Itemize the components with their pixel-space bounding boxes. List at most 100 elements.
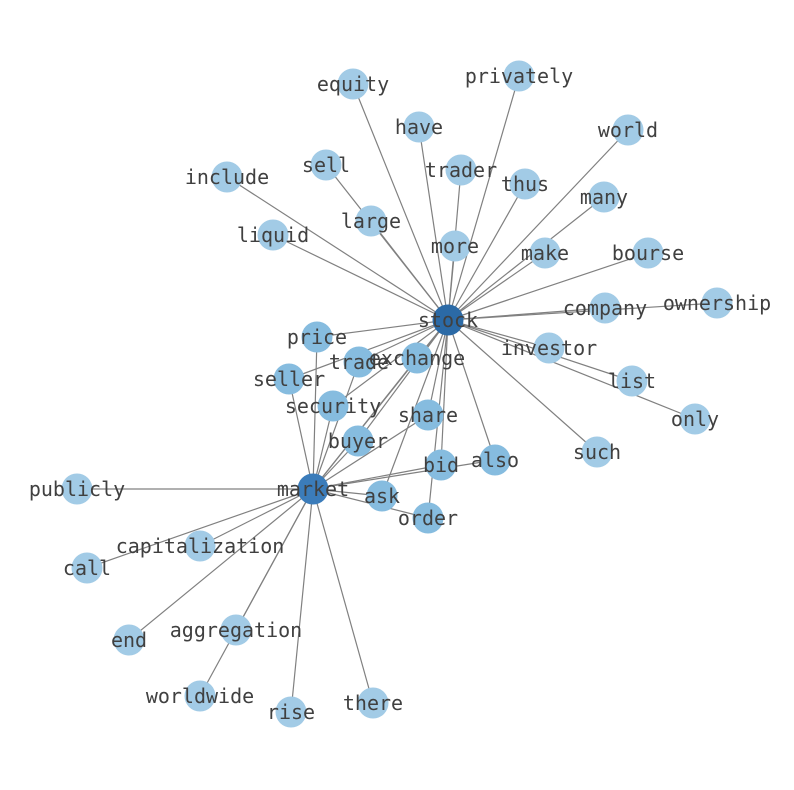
node-label-investor: investor xyxy=(501,336,597,360)
node-label-ask: ask xyxy=(364,484,400,508)
node-label-privately: privately xyxy=(465,64,573,88)
node-world xyxy=(612,114,644,146)
node-label-publicly: publicly xyxy=(29,477,125,501)
edge-market-call xyxy=(86,488,314,569)
edge-stock-liquid xyxy=(272,234,449,321)
node-label-worldwide: worldwide xyxy=(146,684,254,708)
edge-stock-include xyxy=(226,176,449,321)
edge-stock-security xyxy=(332,319,449,407)
node-more xyxy=(439,230,471,262)
edge-market-rise xyxy=(290,488,314,713)
edge-stock-only xyxy=(447,319,696,420)
edges xyxy=(77,75,718,713)
node-label-list: list xyxy=(608,369,656,393)
node-label-many: many xyxy=(580,185,628,209)
node-stock xyxy=(432,304,464,336)
node-label-make: make xyxy=(521,241,569,265)
edge-stock-bid xyxy=(440,319,449,466)
edge-stock-bourse xyxy=(447,252,649,321)
node-trade xyxy=(343,346,375,378)
node-company xyxy=(589,292,621,324)
node-label-liquid: liquid xyxy=(237,223,309,247)
node-label-exchange: exchange xyxy=(369,346,465,370)
node-privately xyxy=(503,60,535,92)
node-investor xyxy=(533,332,565,364)
node-label-capitalization: capitalization xyxy=(116,534,285,558)
node-label-include: include xyxy=(185,165,269,189)
edge-market-worldwide xyxy=(199,488,314,697)
node-make xyxy=(529,237,561,269)
node-call xyxy=(71,552,103,584)
node-market xyxy=(297,473,329,505)
edge-stock-world xyxy=(447,129,629,321)
edge-stock-trade xyxy=(358,319,449,363)
node-label-trade: trade xyxy=(329,350,389,374)
node-large xyxy=(355,205,387,237)
labels: stock market equity privately have world sell t… xyxy=(29,64,771,724)
edge-stock-price xyxy=(316,319,449,338)
node-end xyxy=(113,624,145,656)
node-thus xyxy=(509,168,541,200)
node-label-buyer: buyer xyxy=(328,429,388,453)
node-only xyxy=(679,403,711,435)
edge-market-seller xyxy=(288,378,314,490)
node-label-have: have xyxy=(395,115,443,139)
node-rise xyxy=(275,696,307,728)
node-trader xyxy=(445,154,477,186)
node-label-security: security xyxy=(285,394,381,418)
edge-market-price xyxy=(312,336,318,490)
edge-stock-thus xyxy=(447,183,526,321)
node-label-such: such xyxy=(573,440,621,464)
node-list xyxy=(616,365,648,397)
edge-stock-ownership xyxy=(447,302,718,321)
node-label-there: there xyxy=(343,691,403,715)
node-include xyxy=(211,161,243,193)
edge-market-share xyxy=(312,414,429,490)
node-label-more: more xyxy=(431,234,479,258)
edge-stock-equity xyxy=(352,83,449,321)
node-equity xyxy=(337,68,369,100)
node-worldwide xyxy=(184,680,216,712)
node-label-thus: thus xyxy=(501,172,549,196)
node-label-also: also xyxy=(471,448,519,472)
node-bid xyxy=(425,449,457,481)
edge-stock-such xyxy=(447,319,598,453)
node-label-only: only xyxy=(671,407,719,431)
node-price xyxy=(301,321,333,353)
node-capitalization xyxy=(184,530,216,562)
edge-market-also xyxy=(312,459,496,490)
node-also xyxy=(479,444,511,476)
edge-stock-also xyxy=(447,319,496,461)
node-label-seller: seller xyxy=(253,367,325,391)
node-label-market: market xyxy=(277,477,349,501)
node-aggregation xyxy=(220,614,252,646)
node-seller xyxy=(273,363,305,395)
node-bourse xyxy=(632,237,664,269)
node-security xyxy=(317,390,349,422)
node-label-world: world xyxy=(598,118,658,142)
node-label-trader: trader xyxy=(425,158,497,182)
node-publicly xyxy=(61,473,93,505)
node-sell xyxy=(310,149,342,181)
edge-stock-share xyxy=(427,319,449,416)
edge-stock-have xyxy=(418,126,449,321)
node-label-sell: sell xyxy=(302,153,350,177)
node-exchange xyxy=(401,342,433,374)
nodes xyxy=(61,60,733,728)
node-label-share: share xyxy=(398,403,458,427)
edge-market-exchange xyxy=(312,357,418,490)
node-have xyxy=(403,111,435,143)
node-label-equity: equity xyxy=(317,72,389,96)
edge-market-trade xyxy=(312,361,360,490)
node-label-bid: bid xyxy=(423,453,459,477)
edge-market-capitalization xyxy=(199,488,314,547)
node-label-rise: rise xyxy=(267,700,315,724)
node-there xyxy=(357,687,389,719)
node-ownership xyxy=(701,287,733,319)
node-label-stock: stock xyxy=(418,308,478,332)
node-label-price: price xyxy=(287,325,347,349)
edge-stock-privately xyxy=(447,75,520,321)
node-share xyxy=(412,399,444,431)
edge-stock-make xyxy=(447,252,546,321)
